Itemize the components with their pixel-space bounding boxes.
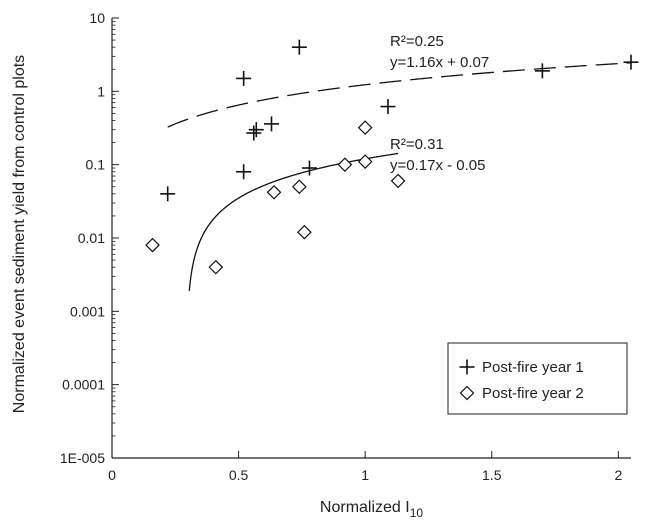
point-year1 bbox=[160, 186, 176, 202]
y-tick-label: 0.01 bbox=[78, 230, 105, 246]
y-tick-label: 1 bbox=[97, 83, 105, 99]
point-year2 bbox=[208, 259, 224, 275]
point-year2 bbox=[145, 237, 160, 253]
point-year1 bbox=[246, 125, 262, 141]
fit-annotations: R²=0.25 y=1.16x + 0.07 R²=0.31 y=0.17x -… bbox=[390, 33, 489, 174]
y-tick-label: 0.001 bbox=[70, 303, 105, 319]
x-tick-label: 1.5 bbox=[482, 467, 502, 483]
point-year2 bbox=[357, 154, 373, 169]
y-tick-label: 1E-005 bbox=[60, 450, 105, 466]
legend-marker-diamond-icon bbox=[459, 385, 475, 401]
data-points bbox=[145, 39, 639, 275]
point-year1 bbox=[534, 63, 550, 79]
x-axis-title-main: Normalized I bbox=[320, 499, 410, 516]
fit-year2-equation-label: y=0.17x - 0.05 bbox=[390, 157, 485, 174]
y-axis-title: Normalized event sediment yield from con… bbox=[11, 55, 28, 413]
x-tick-label: 0.5 bbox=[229, 467, 249, 483]
x-axis-ticks: 0 0.5 1 1.5 2 bbox=[108, 451, 622, 483]
legend-box bbox=[447, 342, 628, 415]
y-axis-ticks: 1E-005 0.0001 0.001 0.01 0.1 1 10 bbox=[60, 10, 119, 466]
x-tick-label: 2 bbox=[614, 467, 622, 483]
point-year1 bbox=[380, 99, 396, 115]
trend-lines bbox=[167, 62, 632, 292]
point-year1 bbox=[291, 39, 307, 55]
point-year2 bbox=[337, 157, 353, 173]
fit-year1-equation-label: y=1.16x + 0.07 bbox=[390, 54, 489, 71]
legend-marker-plus-icon bbox=[459, 359, 475, 375]
legend-item-year2: Post-fire year 2 bbox=[482, 385, 584, 402]
fit-year1-r2-label: R²=0.25 bbox=[390, 33, 444, 50]
legend-diamond bbox=[459, 385, 475, 401]
point-year2 bbox=[297, 224, 312, 240]
x-axis-title: Normalized I10 bbox=[320, 499, 423, 520]
point-year2 bbox=[357, 120, 373, 135]
legend-plus bbox=[459, 359, 475, 375]
x-axis-title-subscript: 10 bbox=[410, 506, 424, 520]
legend-item-year1: Post-fire year 1 bbox=[482, 359, 584, 376]
fit-year2-r2-label: R²=0.31 bbox=[390, 136, 444, 153]
x-tick-label: 1 bbox=[361, 467, 369, 483]
y-tick-label: 10 bbox=[89, 10, 105, 26]
point-year1 bbox=[301, 160, 317, 176]
point-year1 bbox=[263, 116, 279, 132]
point-year2 bbox=[390, 173, 406, 189]
point-year1 bbox=[236, 70, 252, 86]
y-tick-label: 0.0001 bbox=[62, 377, 105, 393]
point-year2 bbox=[266, 184, 282, 200]
point-year1 bbox=[623, 54, 639, 70]
point-year1 bbox=[236, 164, 252, 180]
trend-line-year2 bbox=[188, 152, 399, 292]
x-tick-label: 0 bbox=[108, 467, 116, 483]
legend: Post-fire year 1 Post-fire year 2 bbox=[447, 342, 628, 415]
trend-line-year1 bbox=[167, 62, 632, 128]
point-year2 bbox=[291, 179, 307, 195]
y-tick-label: 0.1 bbox=[86, 157, 106, 173]
point-year1 bbox=[248, 122, 264, 138]
